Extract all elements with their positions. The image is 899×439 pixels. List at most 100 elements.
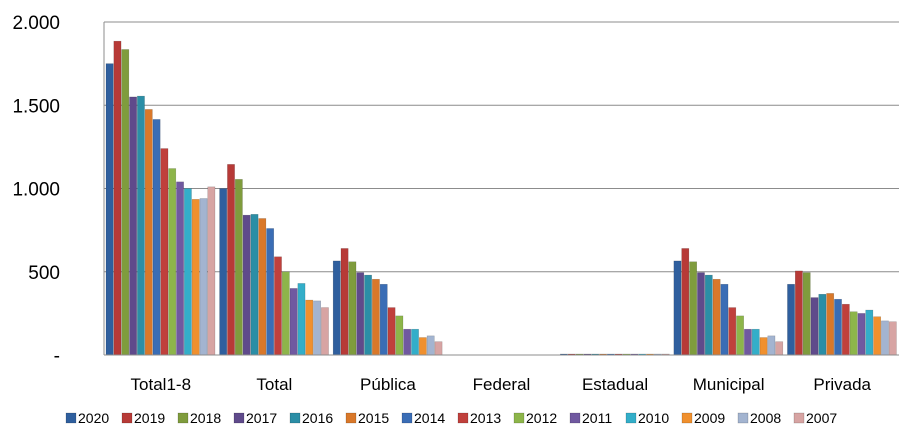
bar-2014-5	[720, 283, 729, 356]
bar-2009-2	[418, 337, 427, 356]
legend-swatch	[793, 412, 805, 424]
legend-label: 2009	[694, 410, 725, 426]
y-tick-label: -	[54, 346, 60, 367]
bar-2013-2	[387, 307, 396, 356]
bar-2009-0	[191, 199, 200, 356]
bar-2011-2	[403, 328, 412, 356]
legend-swatch	[177, 412, 189, 424]
bar-2009-6	[873, 316, 882, 356]
legend-label: 2012	[526, 410, 557, 426]
bar-2015-2	[372, 278, 380, 356]
legend-swatch	[681, 412, 693, 424]
legend-swatch	[401, 412, 413, 424]
legend-label: 2015	[358, 410, 389, 426]
bar-2012-5	[736, 315, 744, 356]
bar-2016-0	[137, 95, 145, 356]
bar-2016-1	[250, 214, 259, 356]
bar-2019-6	[795, 270, 803, 356]
legend-swatch	[513, 412, 525, 424]
bar-2013-0	[160, 148, 169, 356]
y-tick-label: 1.000	[12, 180, 60, 201]
bar-2018-0	[121, 49, 130, 356]
legend-swatch	[569, 412, 581, 424]
legend-swatch	[457, 412, 469, 424]
legend: 2020 2019 2018 2017 2016 2015 2014 2013 2012 2011…	[65, 410, 837, 426]
legend-label: 2018	[190, 410, 221, 426]
bar-2014-2	[379, 283, 388, 356]
bar-2010-6	[865, 309, 874, 356]
bar-2011-5	[744, 328, 752, 356]
bar-2019-2	[340, 248, 349, 356]
legend-swatch	[65, 412, 77, 424]
bar-2016-5	[704, 274, 713, 356]
bar-2020-6	[787, 283, 795, 356]
x-tick-labels: Total1-8 Total Pública Federal Estadual Munic…	[131, 375, 872, 394]
x-tick-label: Total	[256, 375, 292, 394]
bar-2015-6	[826, 293, 835, 356]
bar-2012-6	[849, 311, 858, 356]
legend-label: 2014	[414, 410, 445, 426]
bar-2010-5	[751, 328, 760, 356]
legend-label: 2019	[134, 410, 165, 426]
bar-2009-5	[759, 337, 768, 356]
bar-2011-6	[857, 313, 866, 356]
bar-2007-1	[321, 307, 329, 356]
bar-2007-2	[434, 341, 443, 356]
bar-2012-2	[395, 315, 404, 356]
y-tick-label: 2.000	[12, 13, 60, 34]
bars	[105, 40, 897, 356]
legend-label: 2008	[750, 410, 781, 426]
x-tick-label: Estadual	[582, 375, 648, 394]
bar-2013-1	[274, 256, 282, 356]
bar-2008-6	[881, 320, 889, 356]
bar-2020-0	[105, 63, 114, 356]
legend-swatch	[121, 412, 133, 424]
bar-2018-6	[802, 272, 811, 356]
legend-swatch	[289, 412, 301, 424]
bar-2010-2	[411, 328, 419, 356]
bar-2018-2	[348, 261, 357, 356]
bar-2019-0	[113, 40, 122, 356]
bar-2016-6	[818, 293, 827, 356]
legend-label: 2013	[470, 410, 501, 426]
y-tick-label: 1.500	[12, 96, 60, 117]
bar-2018-5	[689, 261, 697, 356]
bar-2008-1	[313, 300, 321, 356]
legend-label: 2010	[638, 410, 669, 426]
bar-2007-5	[775, 341, 784, 356]
x-tick-label: Pública	[360, 375, 416, 394]
bar-2008-5	[767, 335, 776, 356]
bar-2020-2	[332, 260, 341, 356]
bar-2017-2	[356, 272, 365, 356]
bar-2015-0	[144, 109, 153, 356]
bar-2016-2	[364, 274, 372, 356]
bar-2011-0	[176, 181, 184, 356]
legend-label: 2007	[806, 410, 837, 426]
legend-swatch	[625, 412, 637, 424]
bar-2017-0	[129, 96, 137, 356]
bar-2007-6	[888, 321, 897, 356]
y-tick-label: 500	[28, 263, 60, 284]
bar-2014-1	[266, 228, 275, 356]
bar-2014-0	[152, 119, 161, 356]
bar-2013-6	[841, 303, 850, 356]
legend-label: 2017	[246, 410, 277, 426]
legend-swatch	[345, 412, 357, 424]
bar-2015-5	[712, 278, 721, 356]
bar-2007-0	[207, 186, 216, 356]
legend-label: 2011	[582, 410, 612, 426]
bar-2019-1	[227, 164, 235, 356]
legend-swatch	[233, 412, 245, 424]
bar-2014-6	[834, 298, 842, 356]
bar-2019-5	[681, 248, 690, 356]
legend-label: 2016	[302, 410, 333, 426]
x-tick-label: Municipal	[693, 375, 765, 394]
bar-2020-1	[219, 188, 228, 356]
legend-label: 2020	[78, 410, 109, 426]
bar-2017-6	[810, 297, 819, 356]
x-tick-label: Federal	[473, 375, 531, 394]
legend-swatch	[737, 412, 749, 424]
bar-2015-1	[258, 218, 267, 356]
